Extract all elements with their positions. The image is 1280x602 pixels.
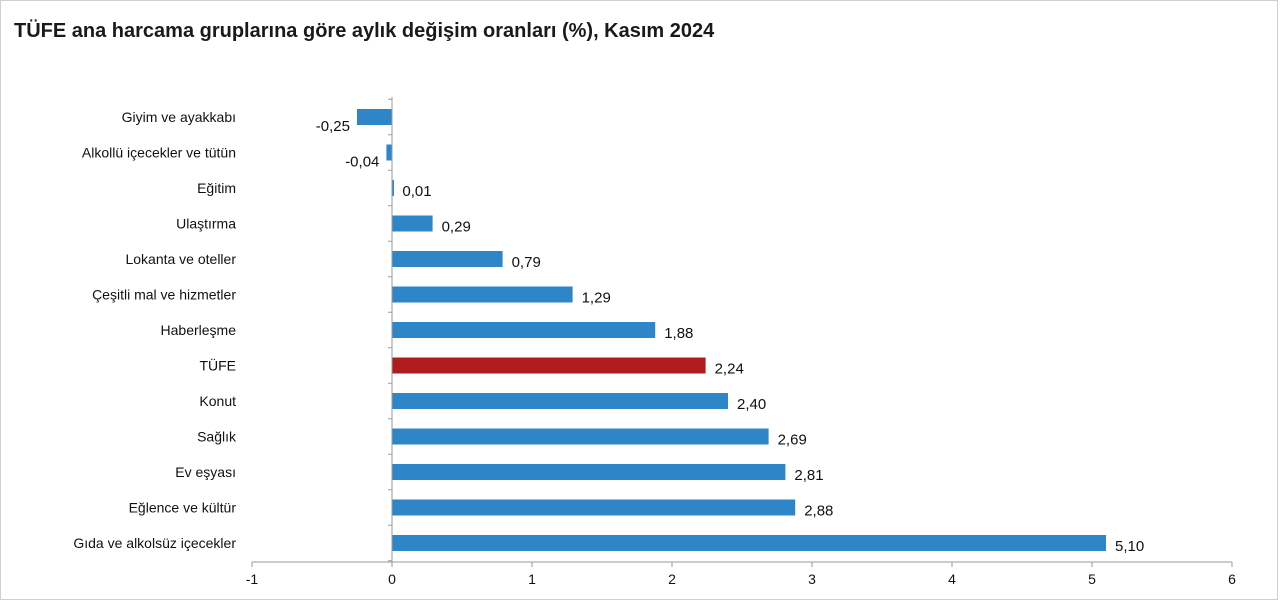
x-tick-label: 0 (388, 571, 396, 587)
bar (392, 286, 573, 303)
bar (392, 499, 796, 516)
data-label: 2,24 (715, 361, 744, 378)
data-label: 2,81 (794, 467, 823, 484)
bar (392, 464, 786, 480)
data-label: 5,10 (1115, 538, 1144, 555)
category-label: Konut (199, 393, 236, 409)
x-tick-label: 5 (1088, 571, 1096, 587)
x-tick-label: 2 (668, 571, 676, 587)
bar-highlight (392, 357, 706, 374)
category-label: Eğitim (197, 180, 236, 196)
data-label: 1,88 (664, 325, 693, 342)
category-label: Çeşitli mal ve hizmetler (92, 287, 236, 303)
bar (392, 535, 1106, 551)
x-tick-label: 4 (948, 571, 956, 587)
category-label: Ulaştırma (176, 216, 236, 232)
category-label: Eğlence ve kültür (129, 500, 237, 516)
bar (392, 322, 656, 338)
bar (392, 393, 728, 409)
bar (392, 428, 769, 445)
data-label: 0,29 (442, 219, 471, 236)
category-label: Ev eşyası (175, 464, 236, 480)
category-label: Lokanta ve oteller (125, 251, 236, 267)
category-label: Haberleşme (161, 322, 237, 338)
data-label: 2,88 (804, 503, 833, 520)
x-tick-label: 1 (528, 571, 536, 587)
category-label: TÜFE (199, 357, 236, 374)
bar (392, 251, 503, 267)
x-tick-label: -1 (246, 571, 259, 587)
category-label: Alkollü içecekler ve tütün (82, 145, 236, 161)
x-tick-label: 3 (808, 571, 816, 587)
data-label: 1,29 (582, 290, 611, 307)
data-label: 0,79 (512, 254, 541, 271)
bar (392, 180, 394, 196)
x-tick-label: 6 (1228, 571, 1236, 587)
data-label: 0,01 (402, 183, 431, 200)
category-label: Gıda ve alkolsüz içecekler (73, 535, 236, 551)
bar (357, 109, 392, 125)
category-label: Sağlık (197, 429, 237, 445)
data-label: 2,69 (778, 432, 807, 449)
chart-title: TÜFE ana harcama gruplarına göre aylık d… (14, 20, 715, 42)
data-label: 2,40 (737, 396, 766, 413)
data-label: -0,25 (316, 118, 350, 135)
bar (392, 215, 433, 232)
data-label: -0,04 (345, 154, 379, 171)
bar (386, 144, 392, 161)
category-label: Giyim ve ayakkabı (122, 109, 236, 125)
